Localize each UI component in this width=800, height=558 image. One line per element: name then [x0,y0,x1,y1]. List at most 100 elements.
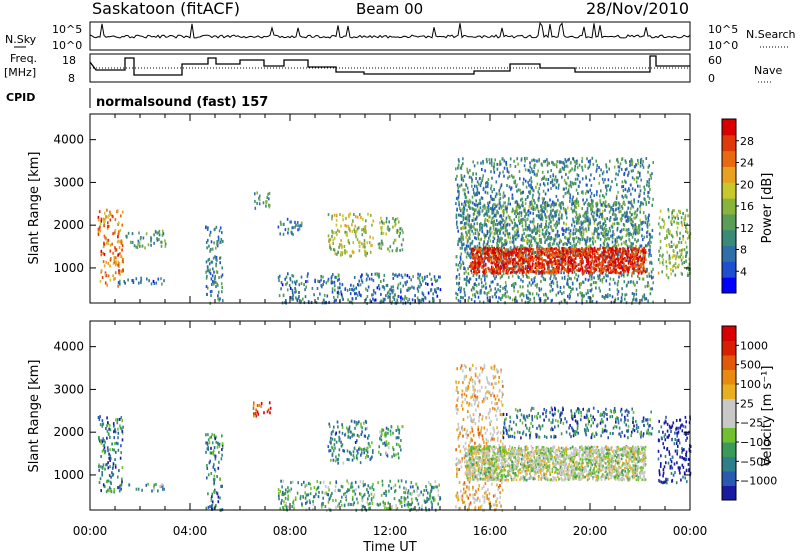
data-cell [216,243,218,246]
data-cell [467,187,469,190]
data-cell [146,232,148,235]
data-cell [587,216,589,219]
data-cell [540,280,542,283]
band-cell [523,256,525,259]
data-cell [481,227,483,230]
data-cell [565,223,567,226]
data-cell [547,182,549,185]
data-cell [254,200,256,203]
band-cell [574,261,576,264]
data-cell [645,215,647,218]
data-cell [347,298,349,301]
data-cell [539,234,541,237]
data-cell [461,167,463,170]
data-cell [327,279,329,282]
data-cell [634,238,636,241]
data-cell [474,164,476,167]
data-cell [525,198,527,201]
data-cell [602,178,604,181]
data-cell [118,261,120,264]
data-cell [570,181,572,184]
data-cell [406,280,408,283]
data-cell [530,190,532,193]
data-cell [352,251,354,254]
data-cell [498,175,500,178]
data-cell [540,218,542,221]
data-cell [379,221,381,224]
data-cell [681,216,683,219]
data-cell [474,212,476,215]
data-cell [367,241,369,244]
data-cell [106,284,108,287]
data-cell [680,255,682,258]
data-cell [531,159,533,162]
data-cell [211,290,213,293]
data-cell [110,244,112,247]
band-cell [480,253,482,256]
data-cell [344,245,346,248]
band-cell [596,260,598,263]
data-cell [301,222,303,225]
data-cell [548,222,550,225]
data-cell [608,244,610,247]
data-cell [484,279,486,282]
data-cell [342,218,344,221]
data-cell [472,219,474,222]
data-cell [571,167,573,170]
data-cell [394,239,396,242]
data-cell [465,226,467,229]
data-cell [500,227,502,230]
data-cell [486,275,488,278]
data-cell [458,204,460,207]
data-cell [487,230,489,233]
data-cell [427,283,429,286]
data-cell [579,228,581,231]
data-cell [587,289,589,292]
data-cell [436,287,438,290]
data-cell [279,232,281,235]
data-cell [496,231,498,234]
data-cell [582,296,584,299]
data-cell [393,277,395,280]
data-cell [417,273,419,276]
data-cell [358,241,360,244]
data-cell [287,218,289,221]
freq-tick-top: 18 [62,54,76,67]
data-cell [617,191,619,194]
data-cell [457,226,459,229]
data-cell [299,228,301,231]
data-cell [409,276,411,279]
data-cell [215,264,217,267]
band-cell [487,267,489,270]
data-cell [298,295,300,298]
data-cell [566,182,568,185]
data-cell [483,206,485,209]
data-cell [615,208,617,211]
data-cell [557,209,559,212]
data-cell [140,238,142,241]
data-cell [588,279,590,282]
data-cell [362,233,364,236]
data-cell [382,285,384,288]
data-cell [543,197,545,200]
data-cell [541,274,543,277]
data-cell [298,291,300,294]
band-cell [545,251,547,254]
data-cell [562,203,564,206]
data-cell [420,299,422,302]
noise-tick-right-bottom: 10^0 [708,39,738,52]
data-cell [138,232,140,235]
data-cell [469,199,471,202]
data-cell [528,240,530,243]
data-cell [587,167,589,170]
data-cell [345,217,347,220]
data-cell [482,160,484,163]
data-cell [398,221,400,224]
data-cell [498,192,500,195]
data-cell [105,238,107,241]
data-cell [564,277,566,280]
data-cell [631,158,633,161]
data-cell [342,296,344,299]
band-cell [531,253,533,256]
data-cell [666,251,668,254]
